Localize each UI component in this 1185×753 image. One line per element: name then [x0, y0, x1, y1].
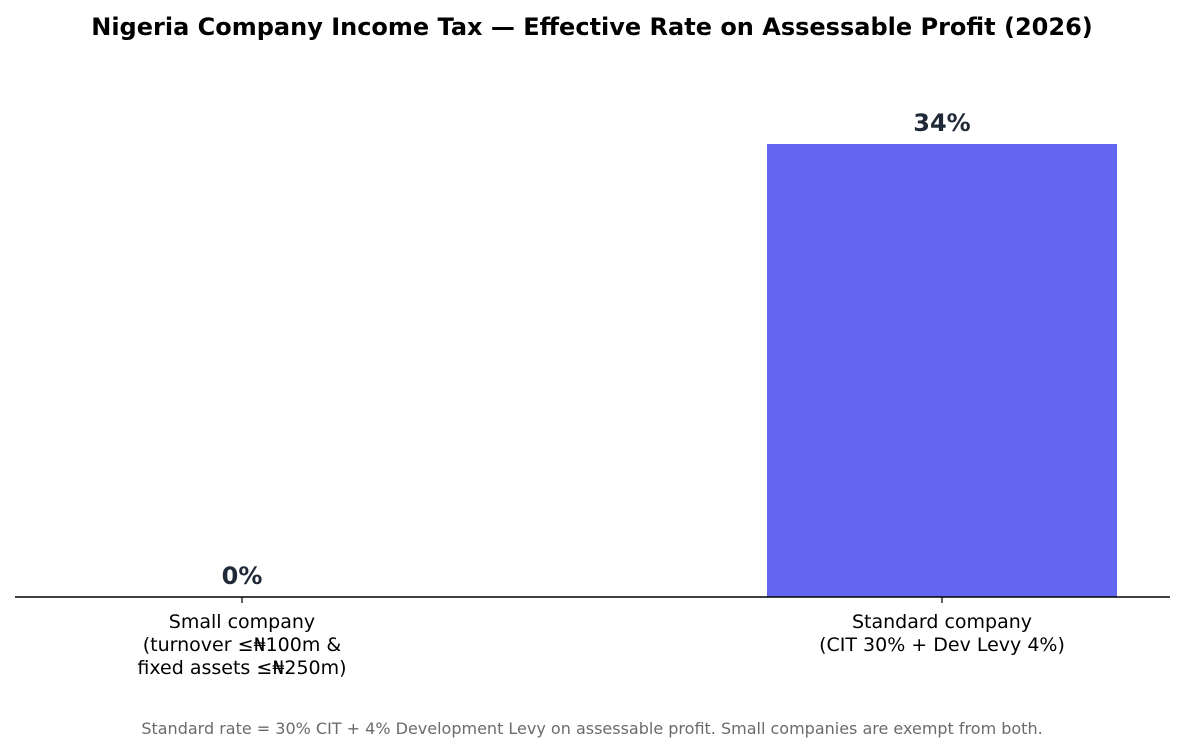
chart-footnote: Standard rate = 30% CIT + 4% Development…: [141, 719, 1042, 738]
x-tick-label-0-line-1: (turnover ≤₦100m &: [143, 634, 342, 656]
value-label-0: 0%: [222, 562, 263, 590]
value-labels-group: 0% 34%: [222, 109, 971, 590]
x-tick-label-1-line-0: Standard company: [852, 611, 1032, 633]
x-ticks-group: [241, 597, 943, 603]
x-tick-label-1-line-1: (CIT 30% + Dev Levy 4%): [819, 634, 1065, 656]
x-tick-label-0-line-2: fixed assets ≤₦250m): [137, 657, 346, 679]
bars-group: [767, 144, 1117, 597]
x-tick-label-0-line-0: Small company: [169, 611, 315, 633]
chart-title: Nigeria Company Income Tax — Effective R…: [91, 13, 1093, 41]
value-label-1: 34%: [913, 109, 970, 137]
bar-1: [767, 144, 1117, 597]
x-tick-labels-group: Small company(turnover ≤₦100m &fixed ass…: [137, 611, 1064, 679]
